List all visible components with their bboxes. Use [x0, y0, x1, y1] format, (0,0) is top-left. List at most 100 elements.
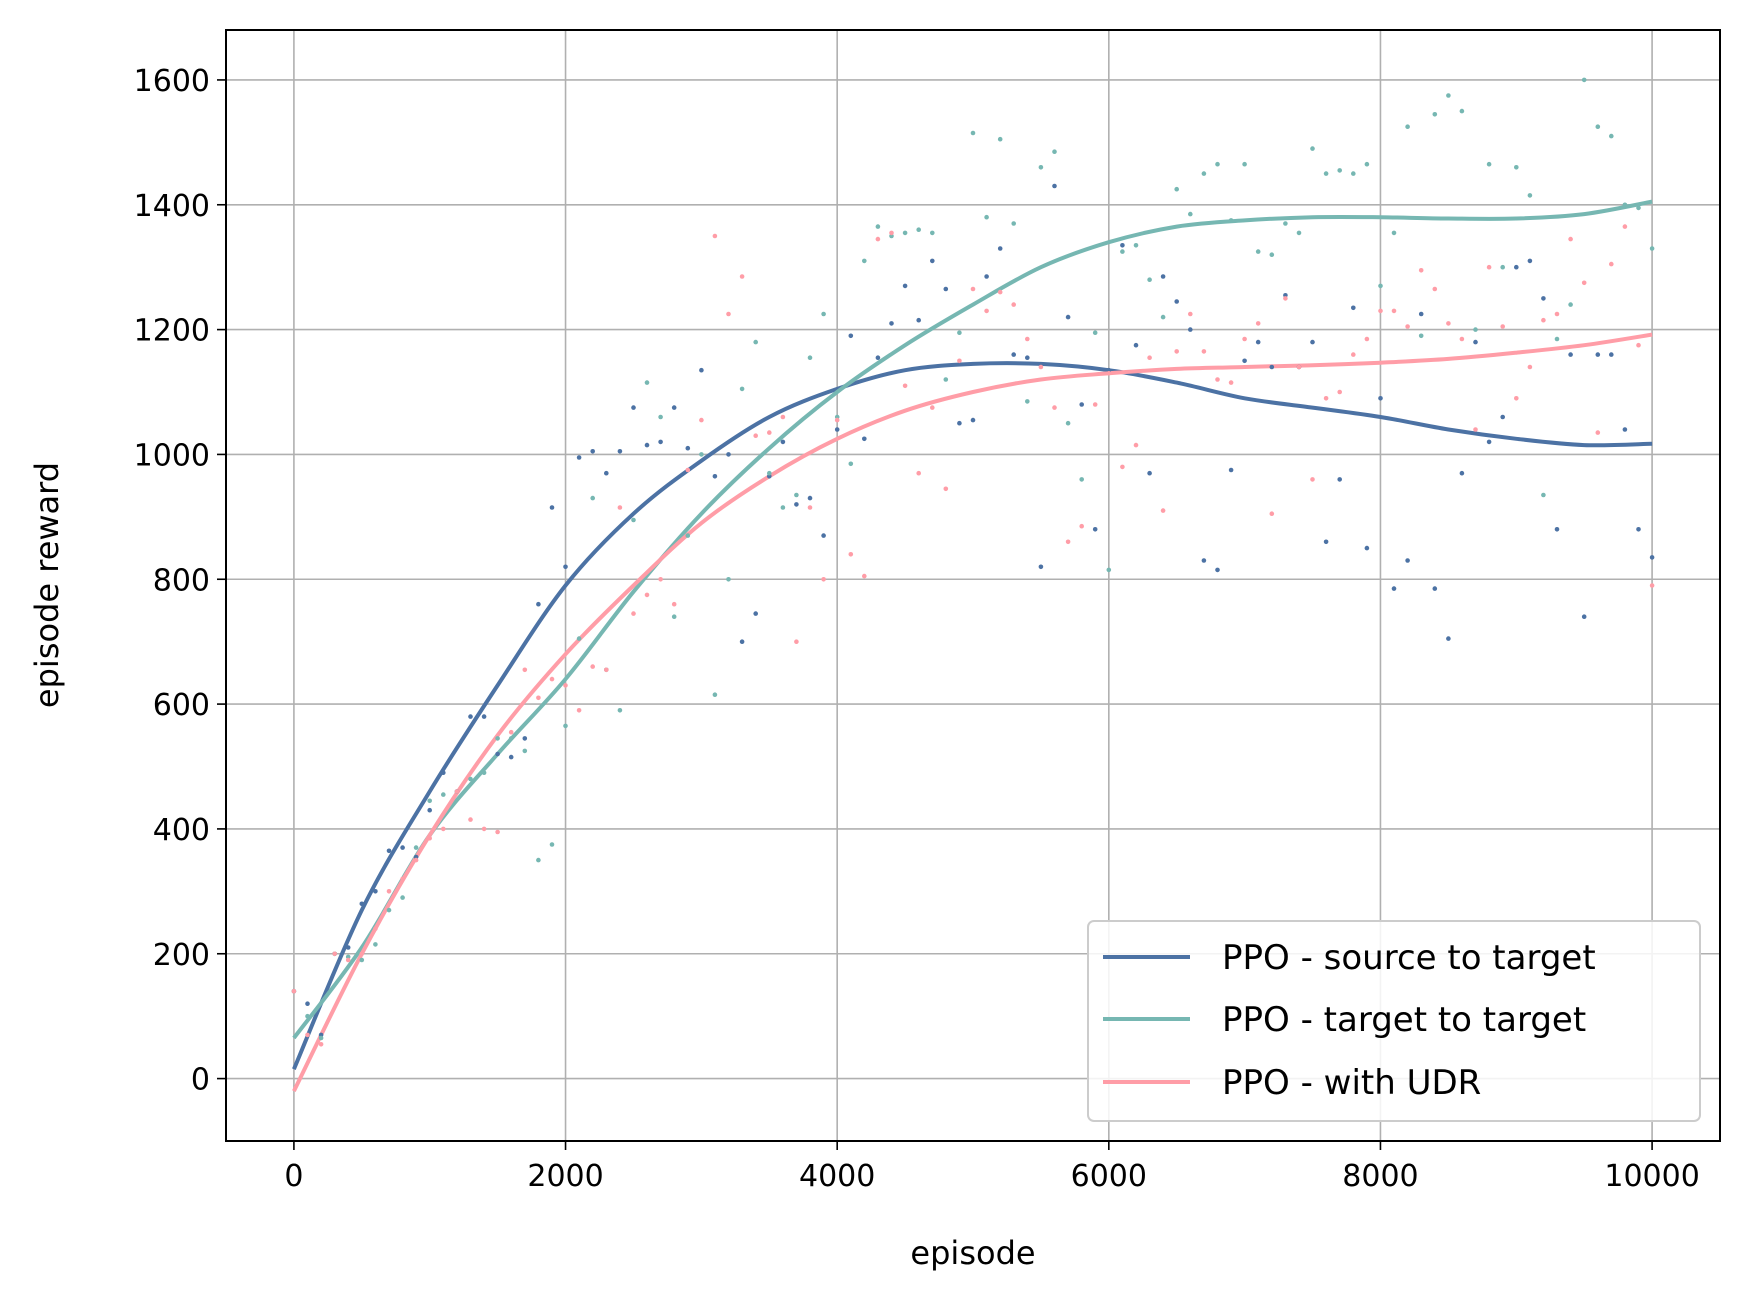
series-2-point — [875, 236, 881, 242]
series-0-point — [712, 474, 718, 479]
series-0-point — [862, 436, 867, 442]
series-2-point — [1011, 302, 1016, 307]
y-tick-label: 1200 — [134, 314, 210, 349]
series-1-point — [468, 776, 473, 782]
series-1-point — [699, 452, 704, 457]
series-2-point — [658, 577, 663, 582]
series-0-point — [1092, 527, 1098, 532]
series-1-point — [1255, 249, 1261, 254]
series-0-point — [481, 714, 487, 719]
series-1-point — [318, 1035, 324, 1041]
series-0-point — [970, 417, 976, 423]
series-2-point — [1514, 396, 1519, 401]
series-2-point — [767, 430, 772, 435]
series-1-point — [997, 136, 1003, 142]
series-0-point — [930, 258, 935, 264]
series-1-point — [726, 577, 731, 582]
x-axis-label: episode — [910, 1234, 1035, 1272]
series-1-point — [481, 770, 487, 775]
series-0-point — [373, 889, 378, 894]
series-2-point — [1079, 523, 1084, 529]
series-2-point — [617, 505, 623, 510]
series-0-point — [1473, 339, 1478, 345]
x-tick-label: 0 — [284, 1159, 303, 1194]
series-2-point — [345, 957, 351, 963]
series-2-point — [508, 729, 514, 735]
x-tick-label: 4000 — [799, 1159, 875, 1194]
series-2-point — [699, 417, 704, 423]
series-2-point — [590, 664, 595, 669]
series-2-point — [400, 876, 405, 882]
series-0-point — [1500, 414, 1505, 420]
series-2-point — [1405, 324, 1410, 329]
series-2-point — [1296, 364, 1302, 370]
series-0-point — [1215, 567, 1220, 573]
series-2-point — [726, 311, 731, 317]
series-1-point — [1459, 108, 1465, 114]
series-1-point — [549, 842, 555, 847]
series-1-point — [1120, 249, 1125, 254]
series-0-point — [889, 321, 894, 326]
series-1-point — [767, 470, 772, 476]
series-1-point — [984, 214, 989, 220]
series-0-point — [495, 751, 500, 757]
legend-label-with-udr: PPO - with UDR — [1222, 1063, 1481, 1103]
legend-label-source-to-target: PPO - source to target — [1222, 938, 1596, 978]
series-1-point — [305, 1013, 310, 1019]
series-0-point — [1527, 258, 1533, 264]
series-2-point — [834, 417, 840, 423]
series-2-point — [495, 829, 500, 835]
series-0-point — [305, 1001, 310, 1006]
series-2-point — [930, 405, 935, 410]
series-1-point — [685, 533, 691, 538]
y-tick-label: 200 — [153, 938, 210, 973]
series-1-point — [1201, 171, 1207, 176]
series-0-point — [916, 317, 921, 323]
series-2-point — [549, 676, 555, 682]
series-1-point — [794, 492, 799, 498]
series-2-point — [604, 667, 609, 673]
series-1-point — [1473, 327, 1478, 332]
series-1-point — [862, 258, 867, 264]
series-1-point — [1378, 283, 1383, 289]
series-1-point — [658, 414, 663, 420]
series-2-point — [1636, 342, 1641, 348]
series-2-point — [970, 286, 976, 292]
scatter-points — [291, 77, 1655, 1047]
series-0-point — [1405, 558, 1410, 563]
series-2-point — [1092, 402, 1098, 407]
series-2-point — [821, 577, 826, 582]
series-0-point — [1228, 467, 1234, 473]
series-0-point — [427, 807, 433, 813]
series-1-point — [1364, 161, 1370, 167]
series-1-point — [441, 792, 446, 797]
series-2-point — [1242, 336, 1247, 342]
series-2-point — [1038, 364, 1044, 370]
series-2-point — [1106, 371, 1112, 376]
series-0-point — [1581, 614, 1587, 619]
series-0-point — [1649, 555, 1655, 560]
series-2-point — [536, 695, 541, 701]
series-0-point — [1391, 586, 1397, 591]
y-axis-label: episode reward — [28, 462, 66, 708]
x-tick-label: 6000 — [1071, 1159, 1147, 1194]
series-0-point — [1568, 352, 1573, 357]
series-0-point — [590, 449, 595, 454]
series-1-point — [1228, 218, 1234, 223]
series-1-point — [1160, 314, 1166, 320]
series-0-point — [807, 495, 813, 501]
series-1-point — [1323, 171, 1329, 176]
series-2-point — [1065, 539, 1071, 545]
series-1-point — [1391, 230, 1397, 236]
series-2-point — [712, 233, 718, 239]
series-0-point — [658, 439, 663, 445]
series-2-point — [957, 358, 962, 364]
series-2-point — [1473, 427, 1478, 432]
series-2-point — [1500, 324, 1505, 329]
series-2-point — [1120, 464, 1125, 470]
series-2-point — [644, 592, 650, 598]
series-0-point — [1514, 264, 1519, 270]
series-0-point — [685, 445, 691, 451]
series-1-point — [875, 224, 881, 229]
